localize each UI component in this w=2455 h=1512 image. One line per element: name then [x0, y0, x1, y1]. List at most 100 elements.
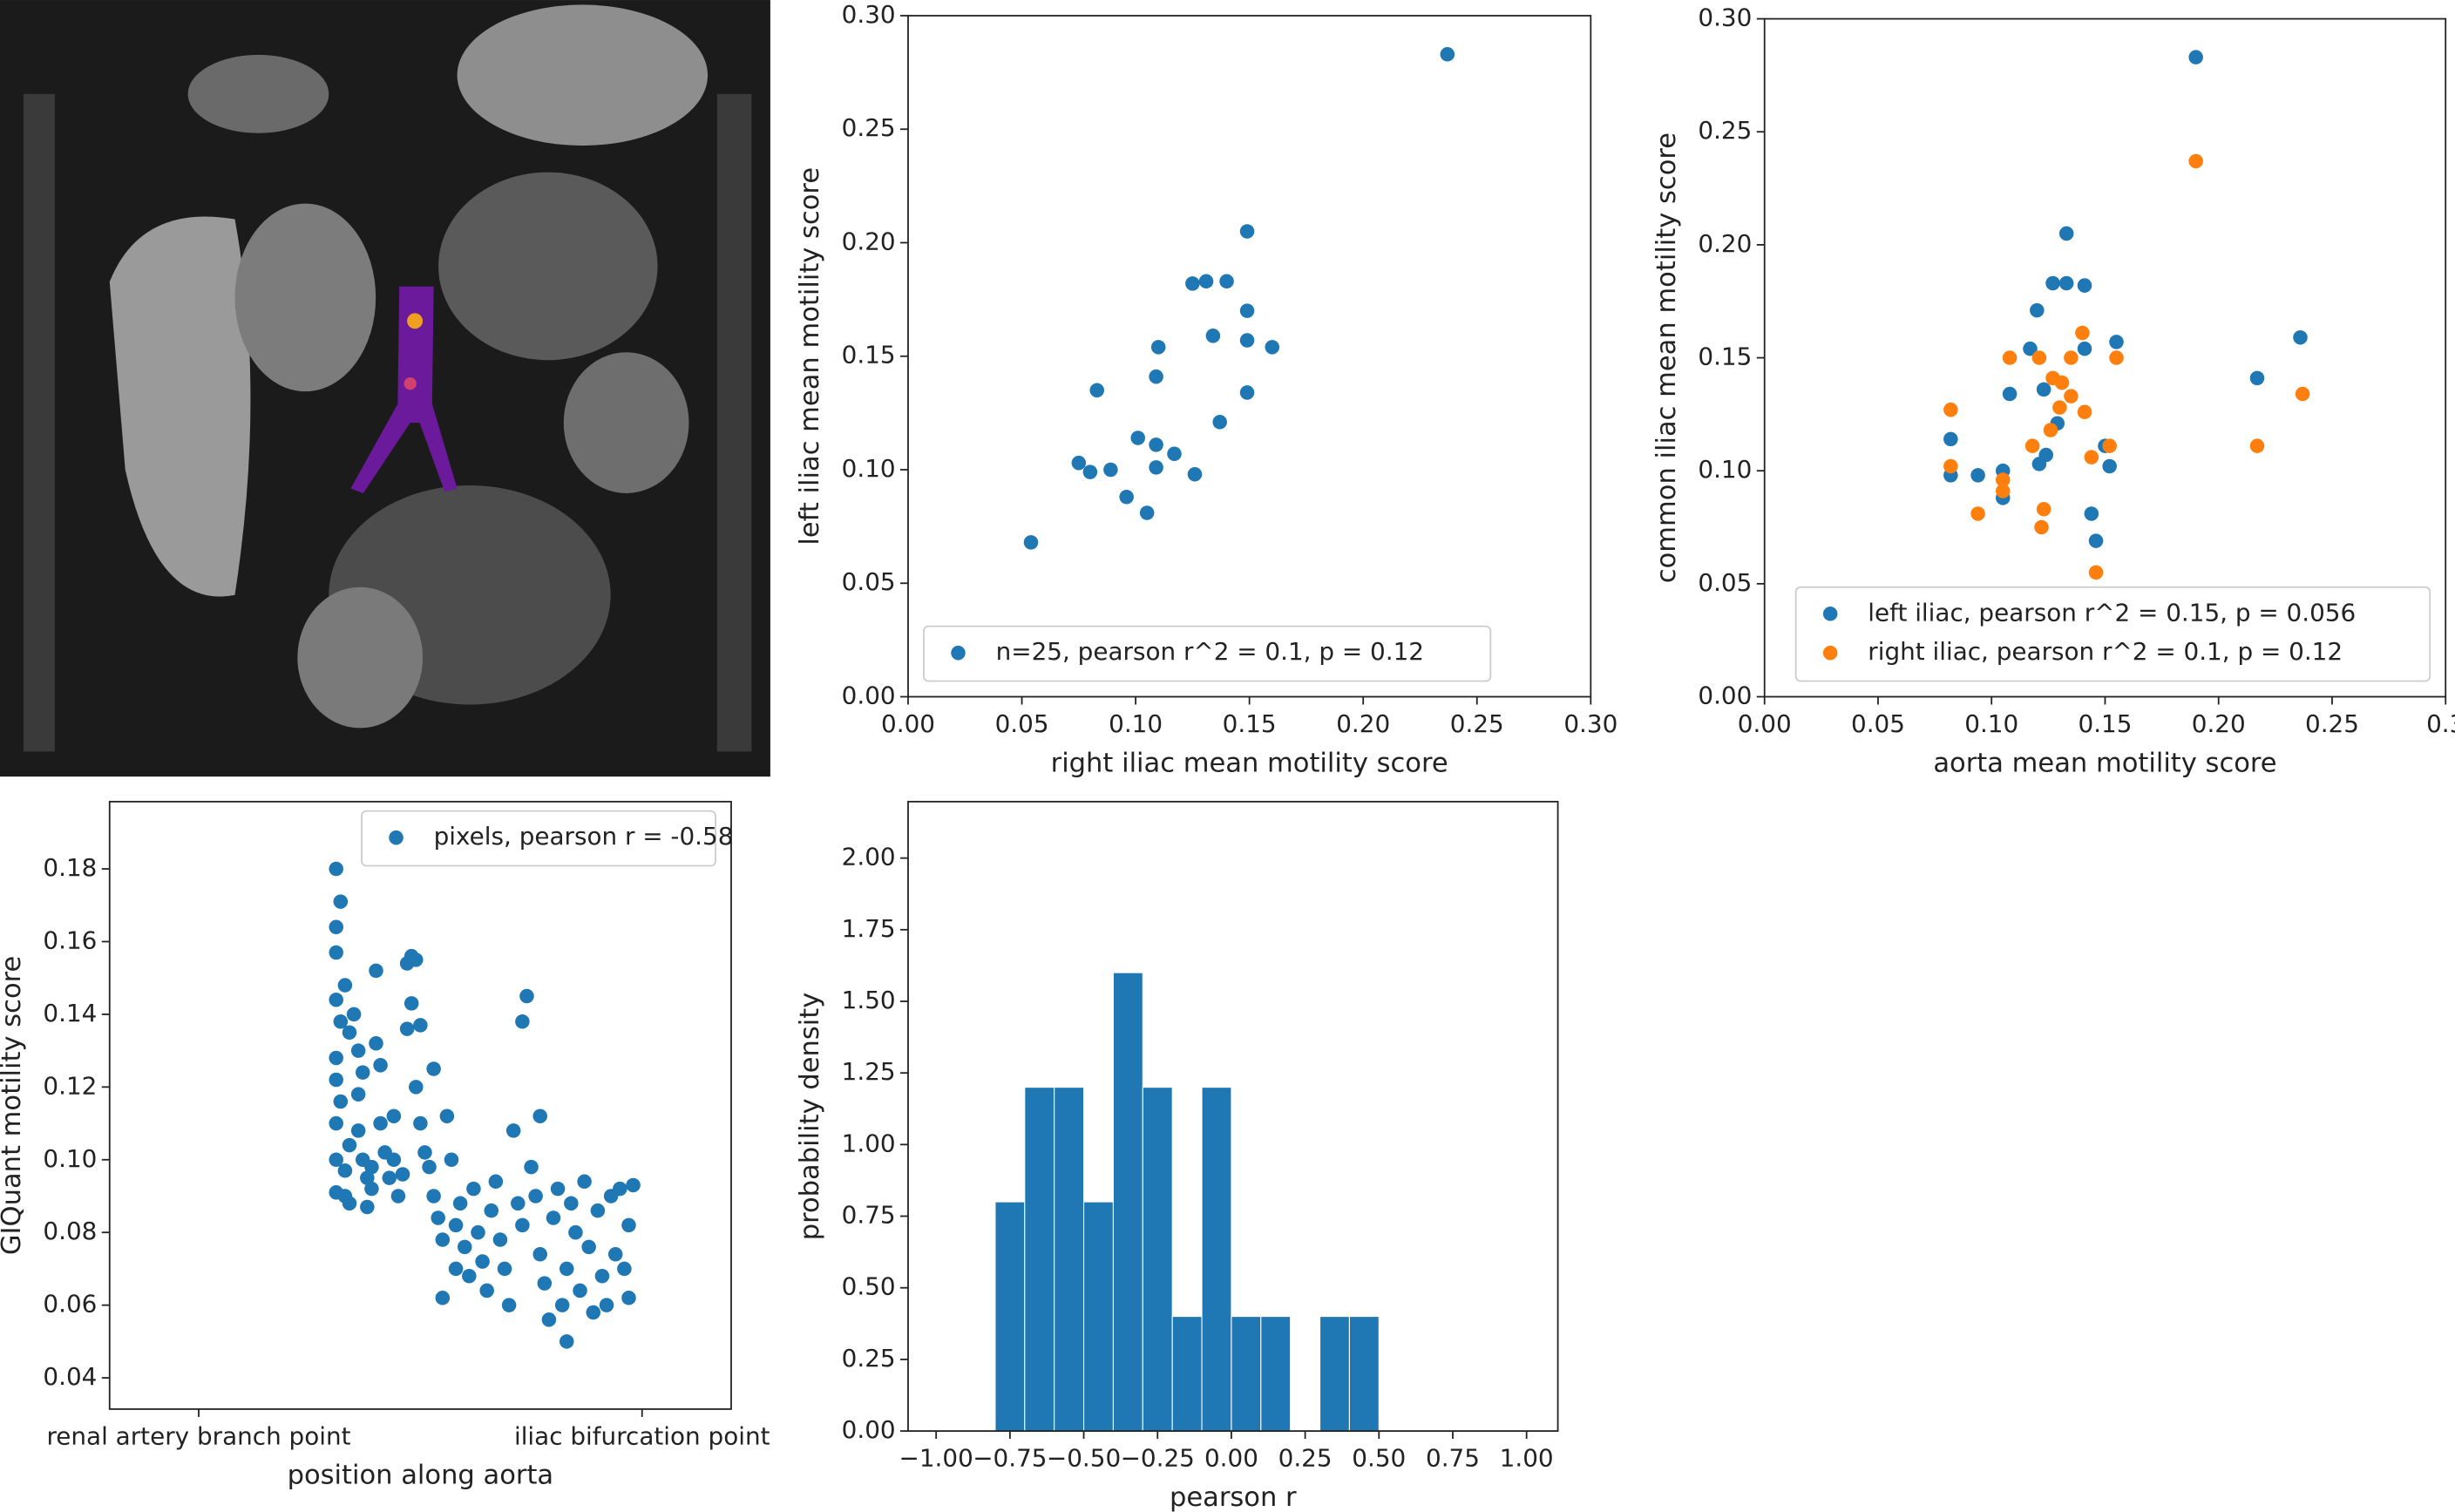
point	[2188, 50, 2203, 64]
point	[2249, 370, 2265, 386]
point	[484, 1203, 499, 1218]
point	[1995, 484, 2011, 498]
point	[329, 992, 343, 1007]
point	[1440, 47, 1455, 62]
point	[2102, 438, 2117, 453]
y-tick-label: 1.75	[842, 914, 896, 943]
point	[1089, 383, 1104, 398]
point	[390, 1189, 406, 1203]
x-tick-label: 0.30	[1563, 709, 1617, 738]
y-tick-label: 0.10	[1698, 455, 1752, 484]
y-tick-label: 1.25	[842, 1057, 896, 1086]
point	[2188, 153, 2203, 169]
x-tick-label: renal artery branch point	[46, 1421, 350, 1450]
x-tick-label: 0.00	[1738, 709, 1792, 738]
point	[373, 1115, 388, 1131]
point	[617, 1261, 632, 1277]
point	[409, 1080, 424, 1095]
point	[2064, 389, 2079, 403]
point	[586, 1305, 601, 1320]
point	[329, 919, 343, 935]
point	[435, 1291, 451, 1305]
point	[426, 1189, 441, 1203]
point	[417, 1145, 432, 1160]
point	[471, 1224, 485, 1240]
point	[346, 1007, 362, 1022]
point	[568, 1224, 583, 1240]
plot-frame	[108, 800, 732, 1410]
x-tick-label: 0.05	[1851, 709, 1905, 738]
point	[573, 1283, 587, 1298]
point	[581, 1239, 596, 1255]
y-tick-label: 0.08	[43, 1217, 97, 1245]
point	[2084, 450, 2099, 464]
point	[2036, 382, 2051, 397]
y-axis-label: common iliac mean motility score	[1651, 132, 1682, 583]
point	[2077, 404, 2092, 420]
point	[329, 1152, 343, 1168]
point	[1185, 276, 1200, 291]
point	[519, 988, 534, 1004]
plot-frame	[907, 15, 1592, 698]
point	[2058, 275, 2074, 291]
point	[1130, 431, 1145, 445]
x-tick-label: −0.75	[973, 1443, 1047, 1472]
point	[1239, 385, 1255, 400]
x-tick-label: 0.25	[1450, 709, 1504, 738]
point	[501, 1298, 517, 1312]
point	[2084, 506, 2099, 521]
point	[369, 963, 383, 979]
point	[448, 1217, 464, 1233]
bar	[1201, 1087, 1232, 1432]
point	[369, 1036, 383, 1051]
point	[1023, 535, 1039, 550]
x-tick-label: 0.25	[1278, 1443, 1333, 1472]
y-tick-label: 0.00	[842, 1415, 896, 1444]
point	[515, 1014, 530, 1029]
chart: renal artery branch point iliac bifurcati…	[0, 800, 770, 1491]
point	[2031, 457, 2047, 471]
point	[364, 1181, 379, 1197]
point	[577, 1174, 592, 1190]
point	[475, 1254, 490, 1269]
bar	[1171, 1316, 1203, 1432]
point	[621, 1217, 636, 1233]
point	[1212, 415, 1227, 430]
bar	[1142, 1087, 1173, 1432]
x-tick-label: 0.10	[1964, 709, 2018, 738]
y-tick-label: 1.50	[842, 986, 896, 1014]
point	[329, 1072, 343, 1088]
mri-image	[0, 0, 770, 777]
point	[333, 1094, 349, 1109]
point	[559, 1334, 574, 1349]
point	[2002, 386, 2018, 402]
y-tick-label: 0.12	[43, 1071, 97, 1100]
x-tick-label: 0.75	[1426, 1443, 1480, 1472]
point	[488, 1174, 504, 1190]
x-axis-label: pearson r	[1170, 1482, 1297, 1512]
point	[329, 861, 343, 877]
bar	[1112, 972, 1143, 1432]
point	[382, 1170, 397, 1185]
point	[546, 1210, 561, 1225]
point	[1071, 455, 1087, 471]
point	[329, 945, 343, 960]
point	[1119, 489, 1134, 505]
point	[1167, 446, 1182, 462]
point	[626, 1177, 641, 1193]
point	[2036, 502, 2051, 517]
x-tick-label: 0.50	[1352, 1443, 1406, 1472]
legend-box	[1794, 586, 2431, 682]
y-tick-label: 0.20	[1698, 229, 1752, 258]
point	[350, 1123, 366, 1138]
y-tick-label: 0.06	[43, 1290, 97, 1319]
point	[342, 1137, 357, 1153]
chart: 0.00 0.05 0.10 0.15 0.20 0.25 0.30 0.00 0.05 0.10…	[795, 0, 1617, 778]
point	[409, 953, 424, 967]
point	[1187, 466, 1203, 482]
point	[2023, 341, 2038, 356]
point	[386, 1109, 402, 1123]
y-tick-label: 0.50	[842, 1272, 896, 1301]
x-tick-label: 0.15	[2078, 709, 2132, 738]
legend-marker	[1822, 607, 1838, 621]
